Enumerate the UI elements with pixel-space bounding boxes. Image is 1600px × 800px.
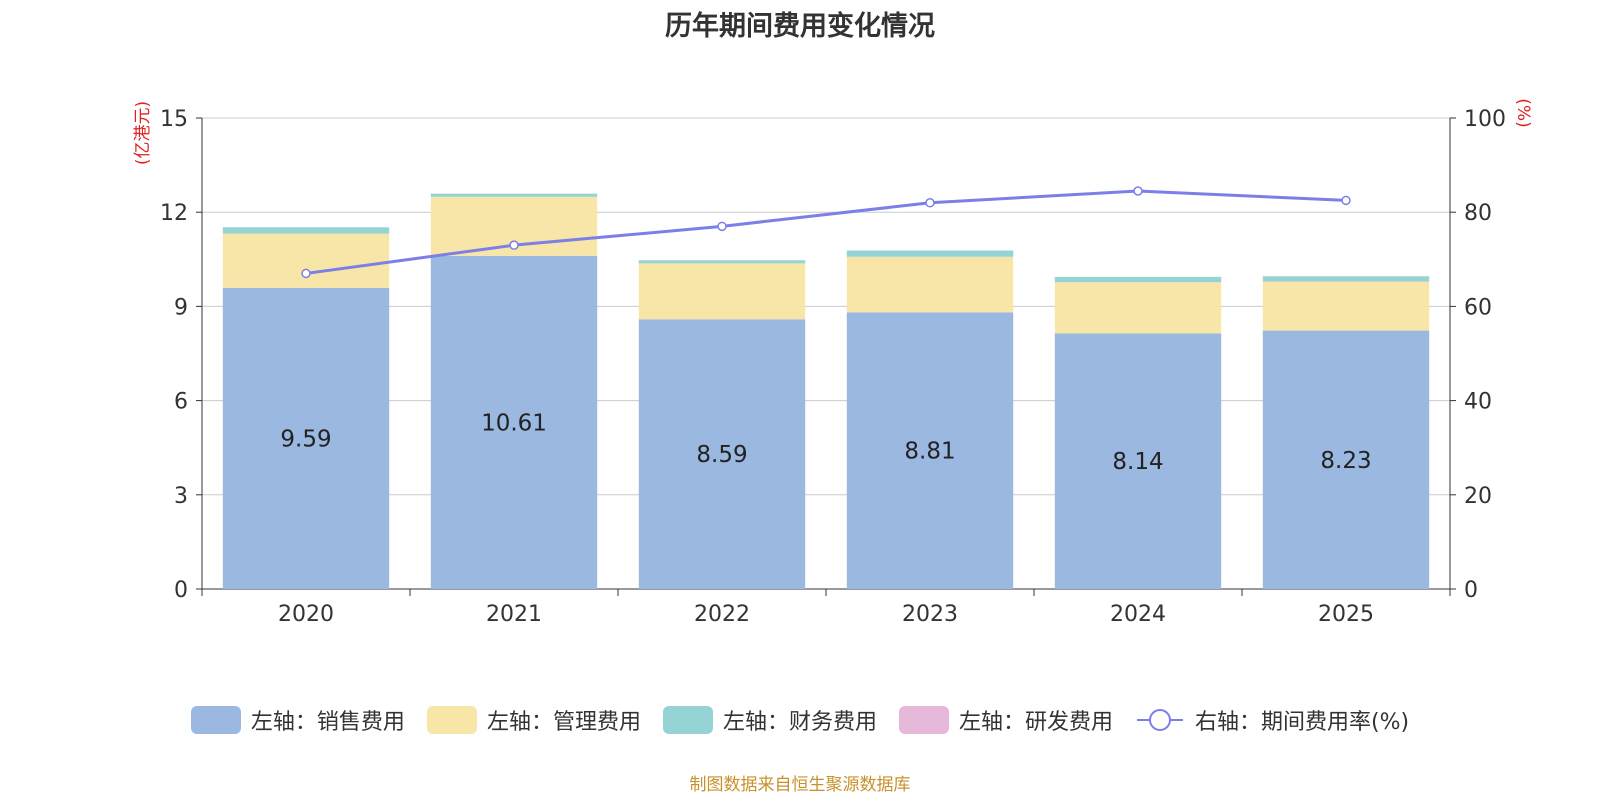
legend: 左轴：销售费用 左轴：管理费用 左轴：财务费用 左轴：研发费用 右轴：期间费用率(%) [0, 704, 1600, 736]
right-axis-tick-label: 0 [1464, 578, 1478, 603]
right-axis-tick-label: 60 [1464, 295, 1492, 320]
legend-item[interactable]: 左轴：销售费用 [190, 704, 405, 736]
legend-label: 左轴：管理费用 [486, 710, 641, 735]
right-axis-unit: (%) [1513, 98, 1533, 127]
x-axis-tick-label: 2024 [1110, 602, 1166, 627]
legend-label: 左轴：销售费用 [250, 710, 405, 735]
bar-data-label: 10.61 [481, 410, 547, 436]
bar-data-label: 8.81 [904, 439, 955, 465]
bar-segment [1054, 276, 1222, 283]
bar-data-label: 8.23 [1320, 448, 1371, 474]
legend-label: 左轴：研发费用 [958, 710, 1113, 735]
bar-segment [222, 287, 390, 589]
source-note: 制图数据来自恒生聚源数据库 [689, 775, 911, 795]
line-point [1341, 195, 1351, 206]
right-axis-tick-label: 80 [1464, 201, 1492, 226]
line-point [925, 198, 935, 208]
bar-segment [1262, 276, 1430, 282]
legend-swatch [662, 706, 713, 734]
bar-segment [846, 250, 1014, 257]
bar-segment [1054, 282, 1222, 334]
bar-segment [638, 260, 806, 264]
bar-data-label: 8.14 [1112, 449, 1163, 475]
line-point [301, 268, 311, 279]
legend-item[interactable]: 左轴：财务费用 [662, 704, 877, 736]
chart-title: 历年期间费用变化情况 [665, 11, 935, 42]
legend-item[interactable]: 左轴：研发费用 [898, 704, 1113, 736]
bar-segment [1054, 333, 1222, 589]
bar-segment [638, 319, 806, 589]
chart-canvas: 0 3 6 9 12 15 0 20 40 60 80 100 (亿港元) (%) 2020 2021 2022… [133, 98, 1533, 627]
right-axis-tick-label: 100 [1464, 107, 1506, 132]
left-axis-tick-label: 3 [174, 484, 188, 509]
x-axis-tick-label: 2023 [902, 602, 958, 627]
legend-item[interactable]: 左轴：管理费用 [426, 704, 641, 736]
legend-line-swatch [1136, 709, 1183, 731]
legend-label: 右轴：期间费用率(%) [1194, 710, 1410, 735]
legend-swatch [190, 706, 241, 734]
right-axis-tick-label: 20 [1464, 484, 1492, 509]
left-axis-tick-label: 12 [160, 201, 188, 226]
bar-segment [846, 312, 1014, 589]
bar-segment [222, 227, 390, 234]
bar-segment [846, 256, 1014, 313]
right-axis-tick-label: 40 [1464, 390, 1492, 415]
x-axis-tick-label: 2025 [1318, 602, 1374, 627]
line-point [1133, 186, 1143, 196]
bar-data-label: 8.59 [696, 442, 747, 468]
bar-segment [222, 233, 390, 288]
x-axis-tick-label: 2020 [278, 602, 334, 627]
left-axis-unit: (亿港元) [133, 101, 153, 165]
bar-segment [1262, 330, 1430, 589]
legend-label: 左轴：财务费用 [722, 710, 877, 735]
left-axis-tick-label: 0 [174, 578, 188, 603]
x-axis-tick-label: 2022 [694, 602, 750, 627]
bar-data-label: 9.59 [280, 426, 331, 452]
legend-swatch [898, 706, 949, 734]
series-line [305, 189, 1347, 275]
legend-item[interactable]: 右轴：期间费用率(%) [1135, 704, 1409, 736]
left-axis-tick-label: 9 [174, 295, 188, 320]
bar-segment [430, 255, 598, 589]
legend-swatch [426, 706, 477, 734]
line-point [509, 240, 519, 250]
x-axis-tick-label: 2021 [486, 602, 542, 627]
left-axis-tick-label: 6 [174, 390, 188, 415]
line-point [717, 221, 727, 232]
left-axis-tick-label: 15 [160, 107, 188, 132]
bar-segment [638, 263, 806, 320]
bar-segment [430, 193, 598, 197]
bar-segment [1262, 281, 1430, 331]
